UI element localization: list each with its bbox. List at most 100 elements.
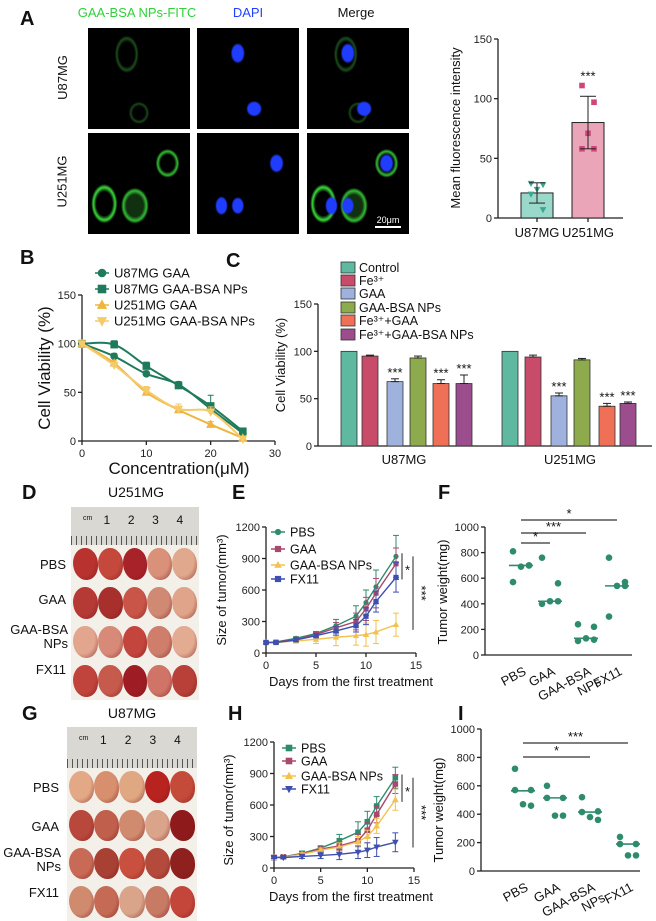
y-axis-label: Mean fluorescence intensity <box>448 47 463 209</box>
data-point <box>517 563 525 570</box>
data-point <box>353 623 359 629</box>
tumor <box>119 771 145 803</box>
y-tick-label: 0 <box>262 863 268 875</box>
data-point <box>616 833 624 841</box>
x-tick-label: 5 <box>318 875 324 887</box>
series-u87mg-gaa-bsa-nps: U87MG GAA-BSA NPs <box>78 282 248 436</box>
series-line <box>81 342 244 440</box>
data-point <box>312 635 320 642</box>
y-tick-label: 400 <box>461 599 479 611</box>
data-point <box>538 554 546 562</box>
micrograph-u251mg-fitc <box>88 133 190 234</box>
data-point <box>632 852 640 859</box>
row-label-nps: NPs <box>43 636 68 651</box>
data-point <box>590 636 598 643</box>
x-tick-label-line: FX11 <box>591 663 625 690</box>
legend-swatch <box>340 287 356 300</box>
data-point <box>586 813 594 821</box>
significance-label: *** <box>456 361 471 376</box>
bar <box>598 405 616 447</box>
significance-label: *** <box>387 365 402 380</box>
significance-label: *** <box>599 389 614 404</box>
channel-header-fitc: GAA-BSA NPs-FITC <box>77 5 197 20</box>
tumor-row <box>71 545 199 584</box>
bar <box>361 355 379 447</box>
legend-marker <box>285 771 293 779</box>
ruler: cm12345 <box>71 507 199 545</box>
y-tick-label: 600 <box>457 781 475 793</box>
scale-bar-line <box>375 226 401 228</box>
data-point <box>110 340 118 349</box>
data-point <box>605 554 613 562</box>
legend-label: GAA <box>301 755 328 769</box>
data-point <box>373 822 381 829</box>
data-point <box>591 99 597 106</box>
data-point <box>206 402 215 410</box>
x-tick-label: FX11 <box>591 663 625 690</box>
data-point <box>279 854 287 862</box>
legend-label: GAA <box>290 543 317 557</box>
x-tick-label: FX11 <box>602 879 636 906</box>
data-point <box>333 628 339 634</box>
photo-row-label: GAA-BSA NPs <box>10 623 68 651</box>
data-point <box>511 765 519 773</box>
y-tick-label: 150 <box>58 290 76 302</box>
ruler-number: 2 <box>127 513 135 527</box>
data-point <box>174 381 183 390</box>
y-axis-label: Size of tumor(mm³) <box>214 534 229 645</box>
data-point <box>519 800 527 808</box>
legend-label: GAA-BSA NPs <box>290 559 372 573</box>
tumor <box>122 548 148 581</box>
tumor <box>144 886 170 918</box>
micrograph-u251mg-dapi <box>197 133 299 234</box>
legend-marker <box>97 268 107 278</box>
tumor <box>122 625 148 658</box>
bar <box>386 381 404 447</box>
ruler-number: 3 <box>149 733 157 747</box>
tumor <box>119 886 145 918</box>
y-tick-label: 200 <box>457 838 475 850</box>
data-point <box>364 819 371 825</box>
photo-title-u251mg: U251MG <box>107 484 165 500</box>
legend-label: PBS <box>301 742 326 756</box>
data-point <box>142 370 151 378</box>
micrograph-u87mg-fitc <box>88 28 190 129</box>
data-point <box>574 637 582 645</box>
x-tick-label: U87MG <box>515 225 560 240</box>
data-point <box>206 408 216 417</box>
row-label-gaa: GAA <box>38 592 66 607</box>
tumor-row <box>67 806 197 844</box>
data-point <box>559 812 567 819</box>
photo-row-label: FX11 <box>36 663 66 677</box>
y-tick-label: 800 <box>461 548 479 560</box>
tumor <box>97 625 123 658</box>
y-tick-label: 100 <box>294 346 312 358</box>
chart-c-viability: 0 50 100 150 Cell Viability (%) U87MG *** *** **… <box>273 261 652 467</box>
y-tick-label: 400 <box>457 809 475 821</box>
photo-title-u87mg: U87MG <box>107 705 157 721</box>
data-point <box>373 811 380 818</box>
y-tick-label: 200 <box>461 624 479 636</box>
data-point <box>392 781 399 787</box>
row-label-pbs: PBS <box>39 557 66 572</box>
bar <box>550 395 568 447</box>
tumor <box>147 548 173 581</box>
y-axis-label: Cell Viability (%) <box>273 318 288 412</box>
tumor <box>69 847 95 880</box>
tumor-photo-u87mg: cm12345 <box>67 727 197 921</box>
row-label-gaa-bsa: GAA-BSA <box>10 622 68 637</box>
channel-header-dapi: DAPI <box>232 5 264 20</box>
y-tick-label: 150 <box>474 34 492 46</box>
significance-label: * <box>566 506 571 521</box>
data-point <box>543 782 551 790</box>
y-tick-label: 100 <box>474 94 492 106</box>
data-point <box>363 847 371 854</box>
bar <box>340 350 358 447</box>
tumor-photo-u251mg: cm12345 <box>71 507 199 700</box>
tumor <box>97 548 123 581</box>
legend-marker <box>285 744 293 752</box>
x-axis-label: Days from the first treatment <box>269 889 433 904</box>
legend-swatch <box>340 314 356 327</box>
legend-marker <box>285 786 293 794</box>
